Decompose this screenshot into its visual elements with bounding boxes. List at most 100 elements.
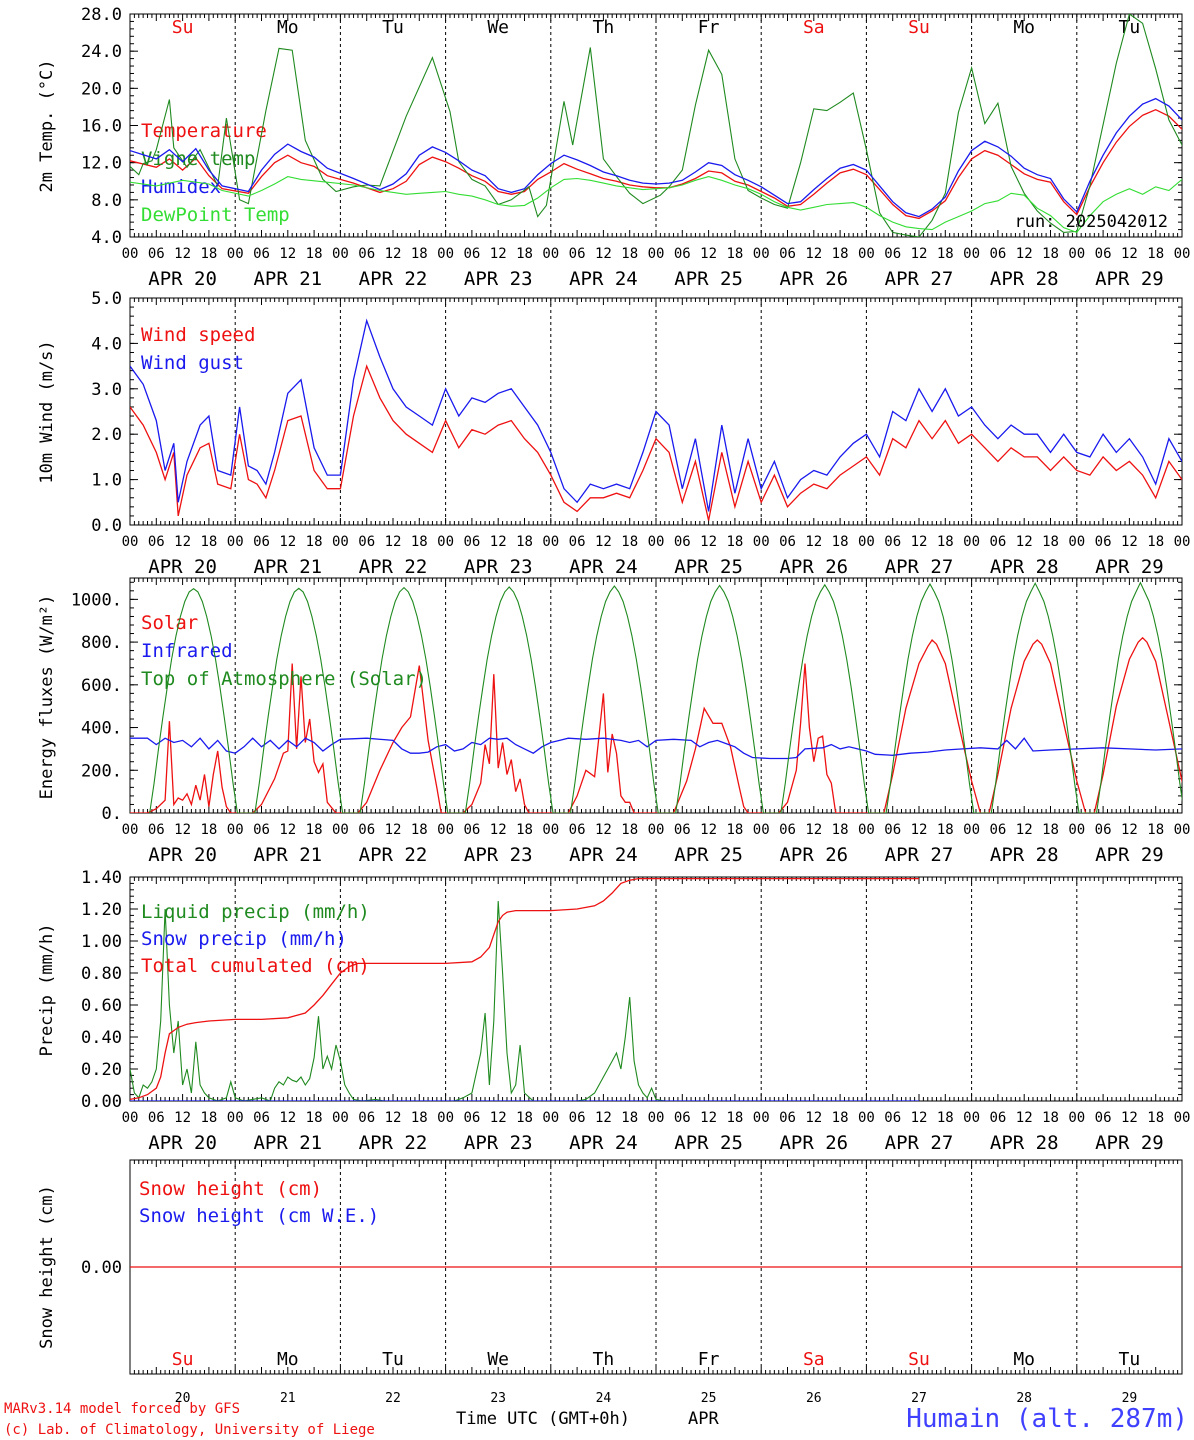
- series-line-1: [130, 318, 1182, 512]
- hour-tick-label: 00: [332, 822, 349, 838]
- series-line-0: [130, 900, 919, 1101]
- hour-tick-label: 06: [779, 534, 796, 550]
- series-line-0: [130, 636, 1182, 813]
- hour-tick-label: 06: [1095, 1110, 1112, 1126]
- hour-tick-label: 18: [832, 246, 849, 262]
- series-line-3: [130, 176, 1182, 234]
- hour-tick-label: 00: [963, 534, 980, 550]
- hour-tick-label: 12: [805, 822, 822, 838]
- weekday-label: Su: [172, 17, 194, 38]
- hour-tick-label: 12: [700, 822, 717, 838]
- hour-tick-label: 00: [122, 1110, 139, 1126]
- footer-lab-credit: (c) Lab. of Climatology, University of L…: [4, 1422, 375, 1438]
- y-tick-label: 0.00: [81, 1258, 122, 1278]
- hour-tick-label: 00: [648, 534, 665, 550]
- legend-entry: Temperature: [141, 120, 267, 142]
- hour-tick-label: 18: [200, 822, 217, 838]
- hour-tick-label: 18: [306, 822, 323, 838]
- hour-tick-label: 00: [1068, 822, 1085, 838]
- hour-tick-label: 06: [989, 246, 1006, 262]
- hour-tick-label: 12: [700, 1110, 717, 1126]
- series-line-2: [130, 877, 919, 1101]
- legend-entry: Snow precip (mm/h): [141, 928, 347, 950]
- date-label: APR 23: [464, 556, 533, 578]
- series-line-0: [130, 108, 1182, 220]
- hour-tick-label: 06: [884, 246, 901, 262]
- hour-tick-label: 06: [1095, 246, 1112, 262]
- hour-tick-label: 00: [437, 822, 454, 838]
- weekday-label: Fr: [698, 17, 720, 38]
- date-label: APR 27: [885, 268, 954, 290]
- hour-tick-label: 00: [227, 1110, 244, 1126]
- date-label: APR 29: [1095, 1132, 1164, 1154]
- series-line-0: [130, 364, 1182, 521]
- y-tick-label: 12.0: [81, 154, 122, 174]
- weekday-label: Su: [908, 17, 930, 38]
- date-label: APR 29: [1095, 268, 1164, 290]
- hour-tick-label: 18: [621, 822, 638, 838]
- hour-tick-label: 00: [1174, 534, 1191, 550]
- hour-tick-label: 18: [516, 534, 533, 550]
- panel-2: 0. 200. 400. 600. 800. 1000. Energy fluxes (W/…: [37, 577, 1190, 866]
- series-line-1: [130, 14, 1182, 237]
- weekday-label: Fr: [698, 1349, 720, 1370]
- hour-tick-label: 18: [621, 246, 638, 262]
- weekday-label: Tu: [382, 17, 404, 38]
- date-label: APR 22: [359, 1132, 428, 1154]
- hour-tick-label: 18: [1147, 246, 1164, 262]
- hour-tick-label: 18: [1147, 822, 1164, 838]
- hour-tick-label: 00: [753, 534, 770, 550]
- day-number-label: 24: [596, 1391, 612, 1406]
- hour-tick-label: 18: [516, 246, 533, 262]
- hour-tick-label: 06: [779, 1110, 796, 1126]
- date-label: APR 20: [148, 268, 217, 290]
- hour-tick-label: 12: [805, 1110, 822, 1126]
- hour-tick-label: 00: [332, 1110, 349, 1126]
- series-line-2: [130, 97, 1182, 218]
- hour-tick-label: 12: [911, 534, 928, 550]
- y-tick-label: 0.0: [91, 516, 122, 536]
- hour-tick-label: 18: [726, 246, 743, 262]
- hour-tick-label: 06: [253, 246, 270, 262]
- hour-tick-label: 06: [358, 534, 375, 550]
- hour-tick-label: 00: [542, 1110, 559, 1126]
- hour-tick-label: 18: [411, 246, 428, 262]
- hour-tick-label: 12: [700, 246, 717, 262]
- hour-tick-label: 00: [963, 1110, 980, 1126]
- hour-tick-label: 12: [911, 822, 928, 838]
- legend-entry: Snow height (cm): [139, 1178, 322, 1200]
- hour-tick-label: 18: [621, 534, 638, 550]
- y-tick-label: 0.80: [81, 964, 122, 984]
- day-number-label: 27: [911, 1391, 927, 1406]
- x-axis-title: Time UTC (GMT+0h): [456, 1409, 630, 1429]
- hour-tick-label: 18: [306, 1110, 323, 1126]
- hour-tick-label: 12: [490, 822, 507, 838]
- hour-tick-label: 06: [463, 1110, 480, 1126]
- day-number-label: 25: [701, 1391, 717, 1406]
- hour-tick-label: 06: [674, 822, 691, 838]
- date-label: APR 21: [253, 1132, 322, 1154]
- panel-3: 0.00 0.20 0.40 0.60 0.80 1.00 1.20 1.40 Precip (…: [37, 868, 1190, 1154]
- hour-tick-label: 12: [279, 822, 296, 838]
- date-label: APR 28: [990, 844, 1059, 866]
- date-label: APR 25: [674, 556, 743, 578]
- panel-1: 0.0 1.0 2.0 3.0 4.0 5.0 10m Wind (m/s) 00 06 12 18…: [37, 289, 1191, 578]
- y-tick-label: 0.60: [81, 996, 122, 1016]
- hour-tick-label: 06: [569, 246, 586, 262]
- hour-tick-label: 00: [437, 246, 454, 262]
- panel-4: 0.00 Snow height (cm) Su Mo Tu We Th Fr Sa Su Mo Tu…: [37, 1159, 1183, 1406]
- hour-tick-label: 12: [174, 534, 191, 550]
- y-tick-label: 0.40: [81, 1028, 122, 1048]
- hour-tick-label: 12: [490, 1110, 507, 1126]
- weekday-label: We: [487, 1349, 509, 1370]
- date-label: APR 25: [674, 268, 743, 290]
- weekday-label: We: [487, 17, 509, 38]
- series-line-2: [149, 581, 1182, 813]
- hour-tick-label: 12: [595, 1110, 612, 1126]
- y-tick-label: 28.0: [81, 5, 122, 25]
- hour-tick-label: 12: [595, 534, 612, 550]
- weekday-label: Sa: [803, 17, 825, 38]
- hour-tick-label: 00: [1174, 1110, 1191, 1126]
- date-label: APR 24: [569, 844, 638, 866]
- weekday-label: Th: [593, 17, 615, 38]
